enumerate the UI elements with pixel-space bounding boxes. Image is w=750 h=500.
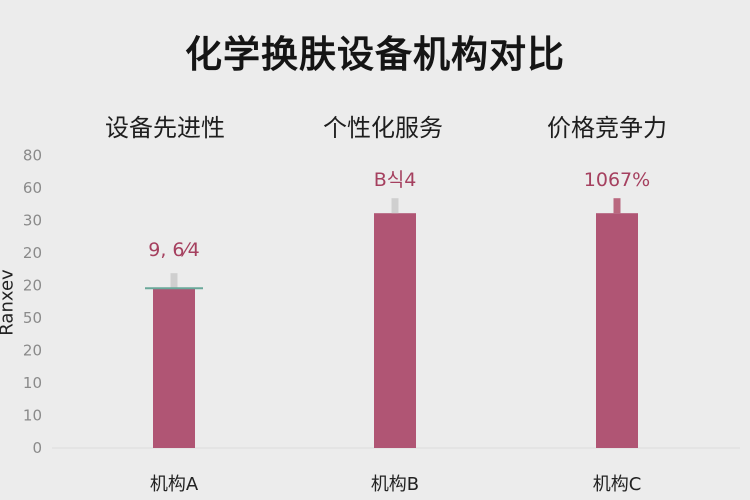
chart-title: 化学换肤设备机构对比 xyxy=(185,33,565,76)
category-label-2: 机构B xyxy=(371,474,419,495)
y-tick-label: 80 xyxy=(23,147,42,165)
y-tick-label: 10 xyxy=(23,407,42,425)
y-tick-label: 0 xyxy=(32,439,42,457)
error-stub-1 xyxy=(170,273,178,289)
y-tick-label: 20 xyxy=(23,277,42,295)
category-label-3: 机构C xyxy=(593,474,642,495)
group-title-equipment: 设备先进性 xyxy=(105,114,225,142)
y-tick-label: 50 xyxy=(23,309,42,327)
y-tick-label: 20 xyxy=(23,342,42,360)
y-tick-label: 20 xyxy=(23,244,42,262)
error-stub-3 xyxy=(613,198,621,214)
data-label-2: B식4 xyxy=(374,169,417,191)
data-label-1: 9, 6⁄4 xyxy=(148,239,200,261)
bar-3 xyxy=(596,213,638,448)
group-title-service: 个性化服务 xyxy=(323,114,443,142)
y-tick-label: 30 xyxy=(23,212,42,230)
error-stub-2 xyxy=(391,198,399,214)
bar-1 xyxy=(153,288,195,448)
group-title-price: 价格竞争力 xyxy=(547,114,667,142)
data-label-3: 1067% xyxy=(584,169,650,191)
bar-2 xyxy=(374,213,416,448)
y-tick-label: 60 xyxy=(23,179,42,197)
category-label-1: 机构A xyxy=(150,474,199,495)
y-tick-label: 10 xyxy=(23,374,42,392)
